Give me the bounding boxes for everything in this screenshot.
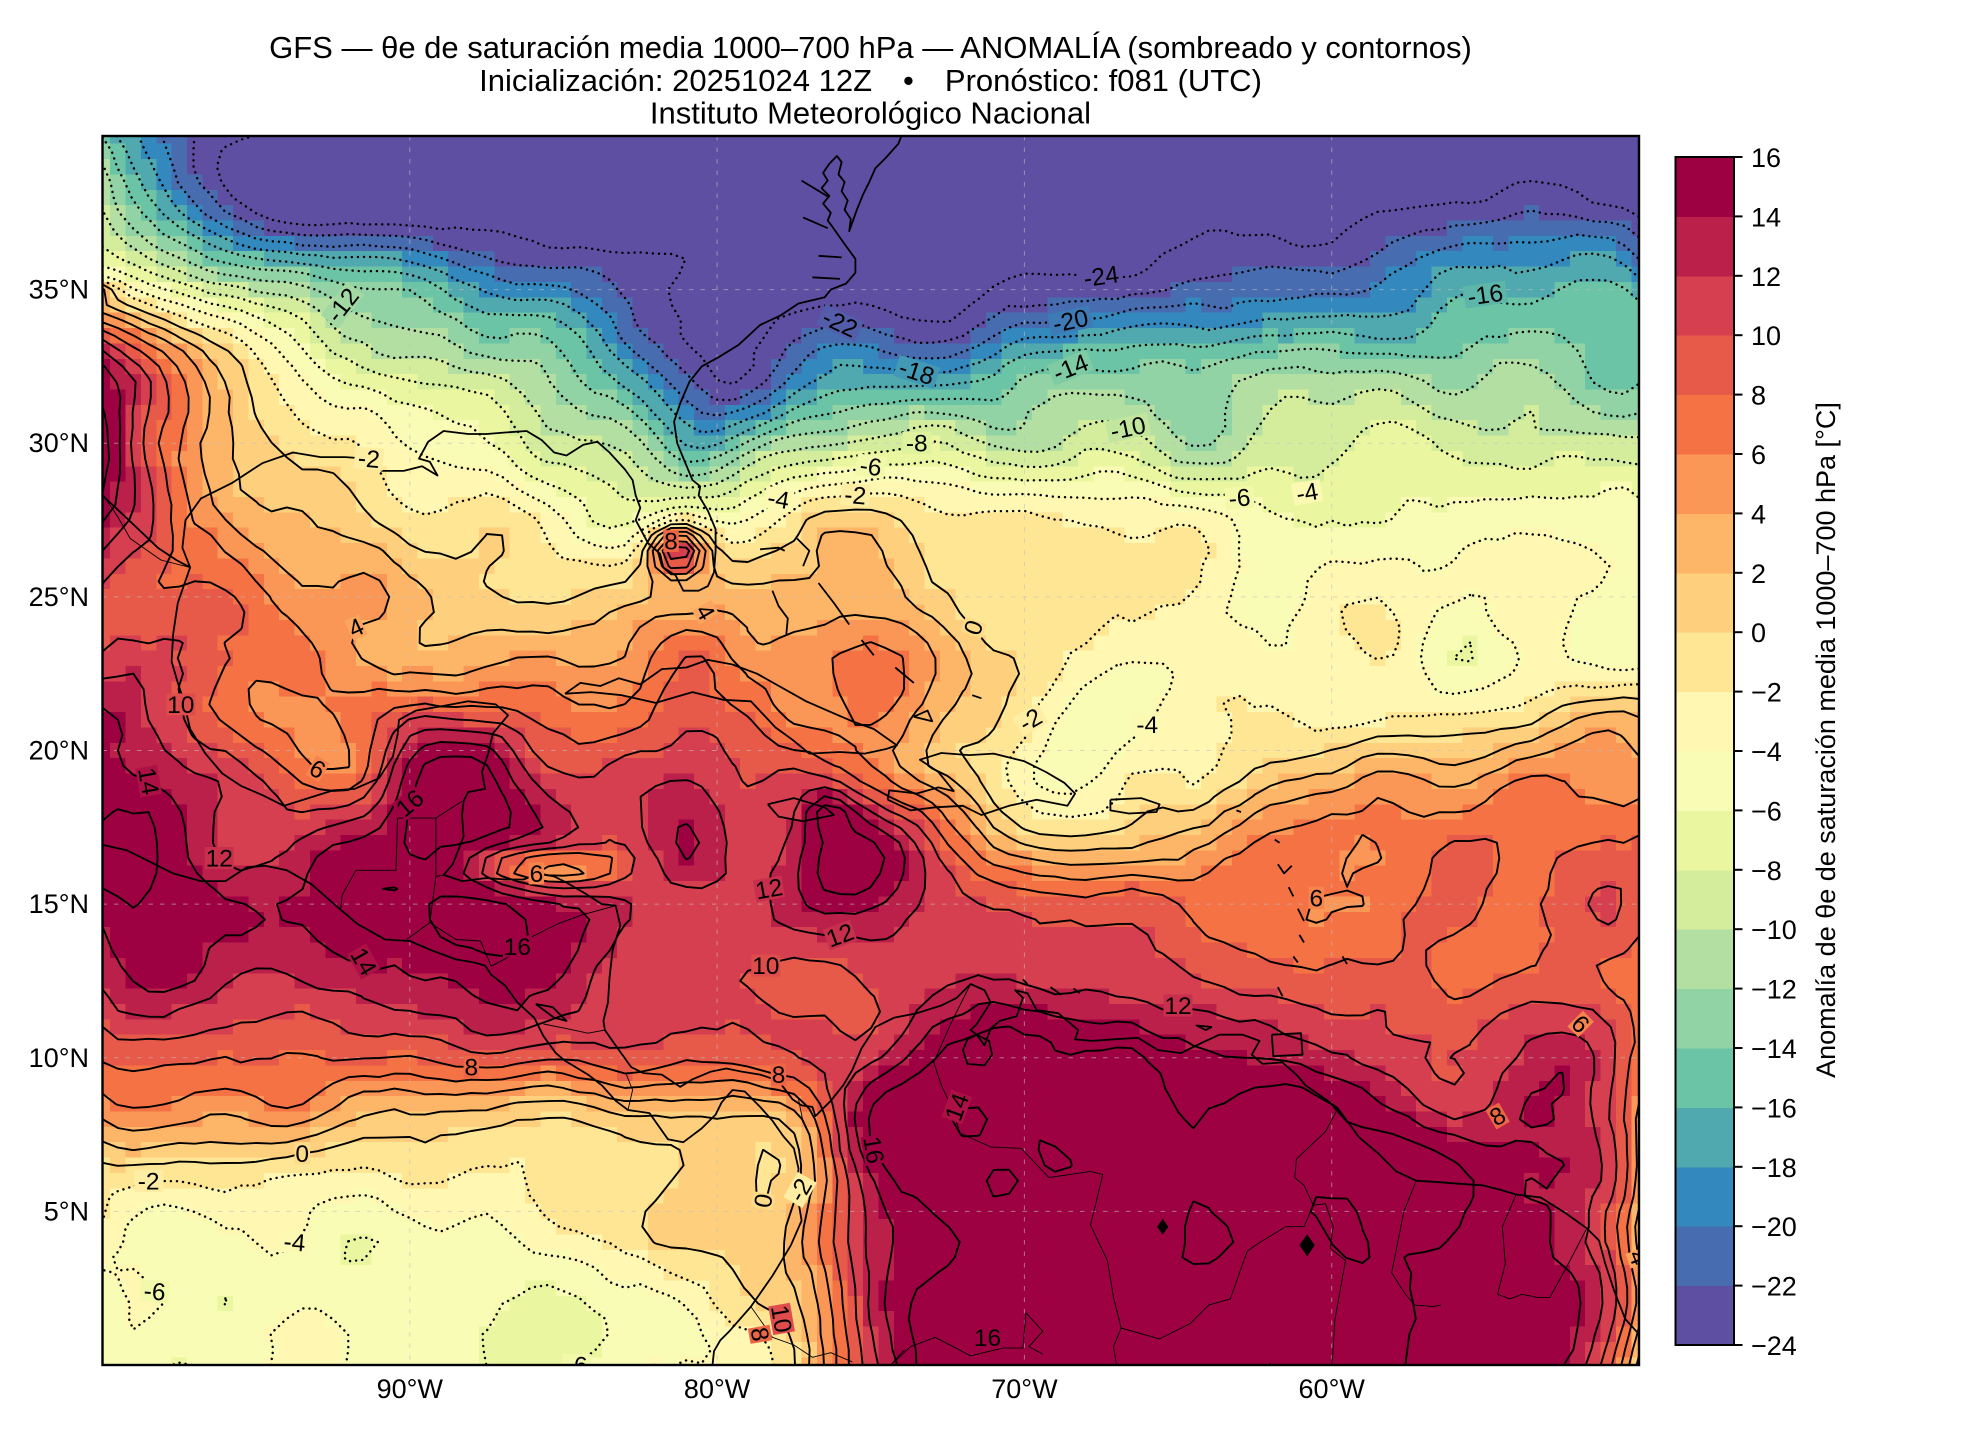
- svg-text:12: 12: [1751, 262, 1781, 292]
- svg-text:16: 16: [857, 1134, 888, 1166]
- svg-text:-24: -24: [1082, 261, 1121, 293]
- svg-text:-8: -8: [906, 430, 928, 457]
- svg-text:35°N: 35°N: [29, 275, 89, 305]
- svg-text:6: 6: [530, 861, 544, 888]
- svg-text:−22: −22: [1751, 1272, 1797, 1302]
- svg-text:8: 8: [772, 1062, 786, 1089]
- svg-text:-4: -4: [1136, 712, 1158, 739]
- svg-text:14: 14: [132, 766, 163, 798]
- svg-text:16: 16: [974, 1325, 1001, 1352]
- svg-text:0: 0: [295, 1141, 309, 1168]
- svg-text:60°W: 60°W: [1299, 1374, 1366, 1404]
- svg-text:-2: -2: [138, 1169, 160, 1196]
- svg-text:−12: −12: [1751, 975, 1797, 1005]
- svg-text:12: 12: [1164, 993, 1191, 1020]
- svg-text:-6: -6: [566, 1353, 588, 1380]
- svg-text:8: 8: [745, 1325, 774, 1343]
- svg-text:6: 6: [1309, 885, 1323, 912]
- svg-text:-6: -6: [1228, 484, 1252, 513]
- svg-text:−18: −18: [1751, 1153, 1797, 1183]
- svg-text:−4: −4: [1751, 737, 1782, 767]
- svg-text:10: 10: [752, 953, 779, 980]
- svg-text:-2: -2: [843, 482, 867, 511]
- svg-text:80°W: 80°W: [684, 1374, 751, 1404]
- svg-text:5°N: 5°N: [44, 1196, 89, 1226]
- svg-text:-4: -4: [765, 485, 791, 515]
- svg-text:Inicialización: 20251024 12Z: Inicialización: 20251024 12Z • Pronóstic…: [479, 63, 1262, 98]
- svg-text:15°N: 15°N: [29, 889, 89, 919]
- svg-text:8: 8: [664, 529, 678, 556]
- svg-text:8: 8: [1751, 381, 1766, 411]
- svg-text:70°W: 70°W: [991, 1374, 1058, 1404]
- svg-text:8: 8: [464, 1054, 478, 1081]
- svg-text:2: 2: [1751, 559, 1766, 589]
- svg-text:−2: −2: [1751, 678, 1782, 708]
- svg-text:GFS — θe de saturación media 1: GFS — θe de saturación media 1000–700 hP…: [269, 30, 1472, 65]
- svg-text:Instituto Meteorológico Nacion: Instituto Meteorológico Nacional: [650, 96, 1091, 131]
- svg-text:-6: -6: [858, 452, 883, 482]
- svg-text:−14: −14: [1751, 1034, 1797, 1064]
- svg-text:-16: -16: [1466, 280, 1505, 312]
- svg-text:−16: −16: [1751, 1093, 1797, 1123]
- svg-text:-4: -4: [1294, 478, 1320, 508]
- svg-text:20°N: 20°N: [29, 736, 89, 766]
- svg-text:16: 16: [1751, 143, 1781, 173]
- svg-text:12: 12: [206, 846, 233, 873]
- svg-text:14: 14: [1751, 202, 1781, 232]
- svg-text:-6: -6: [143, 1278, 167, 1307]
- svg-text:10: 10: [1751, 321, 1781, 351]
- svg-text:4: 4: [1751, 499, 1766, 529]
- svg-text:10°N: 10°N: [29, 1043, 89, 1073]
- svg-text:-4: -4: [282, 1229, 306, 1258]
- svg-text:12: 12: [753, 874, 785, 905]
- svg-text:0: 0: [1751, 618, 1766, 648]
- svg-text:90°W: 90°W: [377, 1374, 444, 1404]
- svg-text:−20: −20: [1751, 1212, 1797, 1242]
- svg-text:−24: −24: [1751, 1331, 1797, 1361]
- svg-text:10: 10: [167, 692, 194, 719]
- svg-text:-2: -2: [357, 445, 381, 474]
- svg-text:30°N: 30°N: [29, 428, 89, 458]
- svg-text:−8: −8: [1751, 856, 1782, 886]
- svg-text:−6: −6: [1751, 796, 1782, 826]
- svg-text:6: 6: [1751, 440, 1766, 470]
- svg-text:25°N: 25°N: [29, 582, 89, 612]
- svg-text:16: 16: [504, 934, 531, 961]
- svg-text:Anomalía de θe de saturación m: Anomalía de θe de saturación media 1000–…: [1811, 402, 1841, 1078]
- svg-text:0: 0: [750, 1192, 779, 1210]
- svg-text:−10: −10: [1751, 915, 1797, 945]
